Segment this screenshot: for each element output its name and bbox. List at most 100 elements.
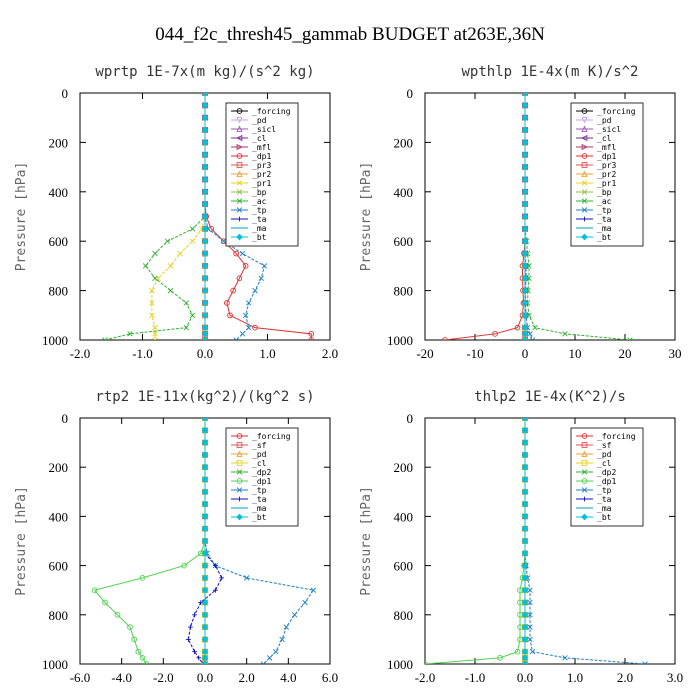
legend-marker [236, 108, 243, 114]
y-tick-label: 800 [394, 608, 414, 623]
data-point [114, 611, 121, 618]
data-point [201, 586, 209, 594]
legend-marker [582, 216, 587, 222]
data-point [521, 163, 529, 171]
data-point [152, 324, 158, 331]
data-point [201, 151, 209, 159]
data-point [201, 500, 209, 508]
x-tick-label: 3.0 [667, 670, 683, 685]
legend-label: _dp1 [252, 477, 271, 486]
data-point [201, 426, 209, 434]
legend-marker [236, 487, 243, 493]
data-point [527, 612, 533, 618]
legend-label: _bt [597, 513, 612, 522]
data-point [521, 151, 529, 159]
legend-marker [581, 143, 588, 151]
data-point [201, 451, 209, 459]
legend-label: _cl [597, 134, 612, 143]
legend-label: _forcing [252, 432, 291, 441]
data-point [283, 624, 289, 630]
y-tick-label: 800 [49, 608, 69, 623]
data-point [224, 300, 230, 306]
legend-label: _sf [597, 441, 612, 450]
data-point [227, 312, 233, 319]
x-tick-label: 4.0 [280, 670, 296, 685]
x-tick-label: 2.0 [322, 346, 338, 361]
legend-marker [236, 134, 243, 142]
data-point [514, 324, 521, 331]
data-point [188, 624, 193, 630]
data-point [201, 336, 209, 340]
y-tick-label: 400 [49, 185, 69, 200]
x-tick-label: -4.0 [111, 670, 132, 685]
legend-label: _tp [597, 486, 612, 495]
legend-marker [581, 134, 588, 142]
data-point [521, 225, 529, 233]
data-point [521, 139, 529, 146]
legend-label: _sicl [252, 125, 276, 134]
legend-box [570, 427, 644, 527]
series-line [104, 93, 206, 340]
data-point [201, 623, 209, 631]
data-point [521, 513, 529, 520]
panel-title: rtp2 1E-11x(kg^2)/(kg^2 s) [95, 389, 314, 405]
data-point [527, 331, 533, 337]
legend-label: _tp [597, 206, 612, 215]
data-point [521, 287, 529, 294]
data-point [562, 655, 568, 661]
x-tick-label: 1.0 [259, 346, 275, 361]
chart-panel-1: wprtp 1E-7x(m kg)/(s^2 kg) Pressure [hPa]… [14, 64, 338, 361]
data-point [201, 262, 209, 270]
legend-label: _sicl [597, 125, 621, 134]
x-tick-label: -1.0 [465, 670, 486, 685]
y-tick-label: 600 [394, 234, 414, 249]
data-point [521, 188, 529, 196]
legend-label: _bt [252, 513, 267, 522]
data-point [442, 337, 448, 340]
data-point [521, 176, 529, 183]
x-tick-label: 0.0 [197, 670, 213, 685]
legend-label: _cl [252, 459, 267, 468]
y-axis-label: Pressure [hPa] [14, 486, 29, 596]
data-point [201, 126, 209, 134]
data-point [521, 451, 529, 459]
data-point [258, 275, 264, 281]
data-point [279, 636, 285, 643]
legend-marker [236, 198, 243, 204]
legend-label: _mfl [597, 143, 616, 152]
legend-label: _forcing [597, 432, 636, 441]
data-point [201, 139, 209, 146]
legend-marker [236, 433, 243, 439]
data-point [521, 537, 529, 545]
legend-label: _forcing [597, 107, 636, 116]
data-point [233, 337, 239, 340]
data-point [266, 655, 273, 661]
data-point [127, 331, 133, 337]
data-point [242, 312, 249, 319]
data-point [521, 549, 529, 557]
x-tick-label: -2.0 [153, 670, 174, 685]
legend-label: _cl [252, 134, 267, 143]
legend-label: _ta [597, 495, 612, 504]
legend-marker [236, 450, 243, 457]
data-point [492, 330, 498, 337]
data-point [213, 563, 218, 568]
legend-label: _dp2 [597, 468, 616, 477]
legend-label: _pr1 [597, 179, 616, 188]
data-point [230, 287, 236, 294]
data-point [221, 238, 227, 244]
data-point [308, 337, 315, 340]
legend-marker [581, 442, 588, 448]
data-point [521, 250, 529, 257]
x-tick-label: 1.0 [567, 670, 583, 685]
y-tick-label: 1000 [387, 657, 413, 672]
y-tick-label: 1000 [387, 333, 413, 348]
legend-marker [236, 442, 243, 448]
data-point [201, 299, 209, 307]
legend-label: _pr3 [597, 161, 616, 170]
data-point [521, 274, 529, 282]
legend-marker [581, 198, 588, 204]
data-point [521, 586, 529, 594]
legend-marker [237, 216, 242, 222]
data-point [152, 337, 158, 340]
